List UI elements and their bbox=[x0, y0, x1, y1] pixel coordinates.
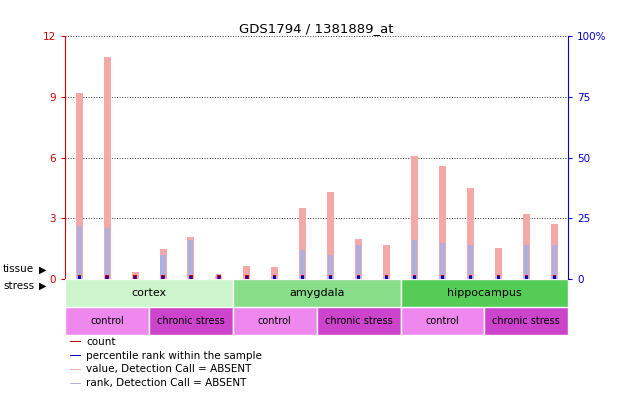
Text: stress: stress bbox=[3, 281, 34, 290]
Bar bbox=[439, 166, 446, 279]
Bar bbox=[440, 243, 445, 279]
Bar bbox=[106, 276, 109, 279]
Text: count: count bbox=[86, 337, 116, 347]
Bar bbox=[551, 224, 558, 279]
Bar bbox=[553, 275, 556, 279]
Bar bbox=[551, 245, 557, 279]
Bar bbox=[134, 276, 137, 279]
Text: ▶: ▶ bbox=[39, 281, 46, 290]
Text: chronic stress: chronic stress bbox=[157, 315, 225, 326]
Bar bbox=[523, 214, 530, 279]
Bar bbox=[149, 307, 233, 335]
Bar bbox=[524, 245, 529, 279]
Bar bbox=[412, 240, 417, 279]
Bar bbox=[467, 188, 474, 279]
Bar bbox=[65, 279, 233, 307]
Text: chronic stress: chronic stress bbox=[325, 315, 392, 326]
Bar bbox=[134, 275, 137, 279]
Bar bbox=[355, 239, 362, 279]
Bar bbox=[65, 307, 149, 335]
Title: GDS1794 / 1381889_at: GDS1794 / 1381889_at bbox=[240, 22, 394, 35]
Bar bbox=[385, 276, 388, 279]
Bar bbox=[497, 275, 500, 279]
Bar bbox=[215, 276, 222, 279]
Bar bbox=[413, 276, 416, 279]
Bar bbox=[401, 307, 484, 335]
Bar bbox=[233, 279, 401, 307]
Bar bbox=[160, 249, 166, 279]
Bar bbox=[161, 275, 165, 279]
Bar bbox=[70, 355, 81, 356]
Bar bbox=[189, 276, 193, 279]
Text: hippocampus: hippocampus bbox=[447, 288, 522, 298]
Bar bbox=[317, 307, 401, 335]
Bar bbox=[329, 275, 332, 279]
Bar bbox=[300, 250, 306, 279]
Bar bbox=[469, 275, 472, 279]
Bar bbox=[469, 276, 472, 279]
Bar bbox=[299, 208, 306, 279]
Bar bbox=[161, 276, 165, 279]
Bar bbox=[106, 275, 109, 279]
Bar bbox=[356, 245, 361, 279]
Text: control: control bbox=[258, 315, 292, 326]
Bar bbox=[70, 383, 81, 384]
Text: chronic stress: chronic stress bbox=[492, 315, 560, 326]
Bar bbox=[329, 276, 332, 279]
Bar bbox=[301, 276, 304, 279]
Bar bbox=[273, 276, 276, 279]
Bar bbox=[497, 276, 500, 279]
Bar bbox=[495, 248, 502, 279]
Bar bbox=[411, 156, 418, 279]
Bar bbox=[189, 275, 193, 279]
Bar bbox=[553, 276, 556, 279]
Bar bbox=[328, 255, 333, 279]
Bar bbox=[217, 276, 220, 279]
Bar bbox=[385, 275, 388, 279]
Bar bbox=[104, 57, 111, 279]
Bar bbox=[104, 228, 110, 279]
Bar bbox=[245, 276, 248, 279]
Bar bbox=[245, 275, 248, 279]
Bar bbox=[160, 255, 166, 279]
Bar bbox=[216, 274, 222, 279]
Text: control: control bbox=[425, 315, 460, 326]
Text: rank, Detection Call = ABSENT: rank, Detection Call = ABSENT bbox=[86, 378, 247, 388]
Bar bbox=[484, 307, 568, 335]
Bar bbox=[357, 275, 360, 279]
Bar bbox=[132, 272, 138, 279]
Bar bbox=[327, 192, 334, 279]
Bar bbox=[271, 267, 278, 279]
Text: value, Detection Call = ABSENT: value, Detection Call = ABSENT bbox=[86, 364, 252, 374]
Bar bbox=[441, 276, 444, 279]
Text: amygdala: amygdala bbox=[289, 288, 345, 298]
Bar bbox=[188, 240, 194, 279]
Bar bbox=[70, 341, 81, 342]
Bar bbox=[78, 276, 81, 279]
Text: percentile rank within the sample: percentile rank within the sample bbox=[86, 351, 262, 360]
Bar bbox=[273, 275, 276, 279]
Text: ▶: ▶ bbox=[39, 264, 46, 274]
Text: control: control bbox=[90, 315, 124, 326]
Text: tissue: tissue bbox=[3, 264, 34, 274]
Bar bbox=[188, 237, 194, 279]
Bar bbox=[301, 275, 304, 279]
Bar bbox=[76, 93, 83, 279]
Bar bbox=[525, 275, 528, 279]
Bar bbox=[217, 275, 220, 279]
Bar bbox=[357, 276, 360, 279]
Bar bbox=[70, 369, 81, 370]
Bar bbox=[401, 279, 568, 307]
Bar bbox=[243, 266, 250, 279]
Bar bbox=[525, 276, 528, 279]
Bar bbox=[383, 245, 390, 279]
Bar bbox=[233, 307, 317, 335]
Bar bbox=[441, 275, 444, 279]
Text: cortex: cortex bbox=[132, 288, 166, 298]
Bar bbox=[76, 226, 82, 279]
Bar bbox=[413, 275, 416, 279]
Bar bbox=[78, 275, 81, 279]
Bar bbox=[468, 245, 473, 279]
